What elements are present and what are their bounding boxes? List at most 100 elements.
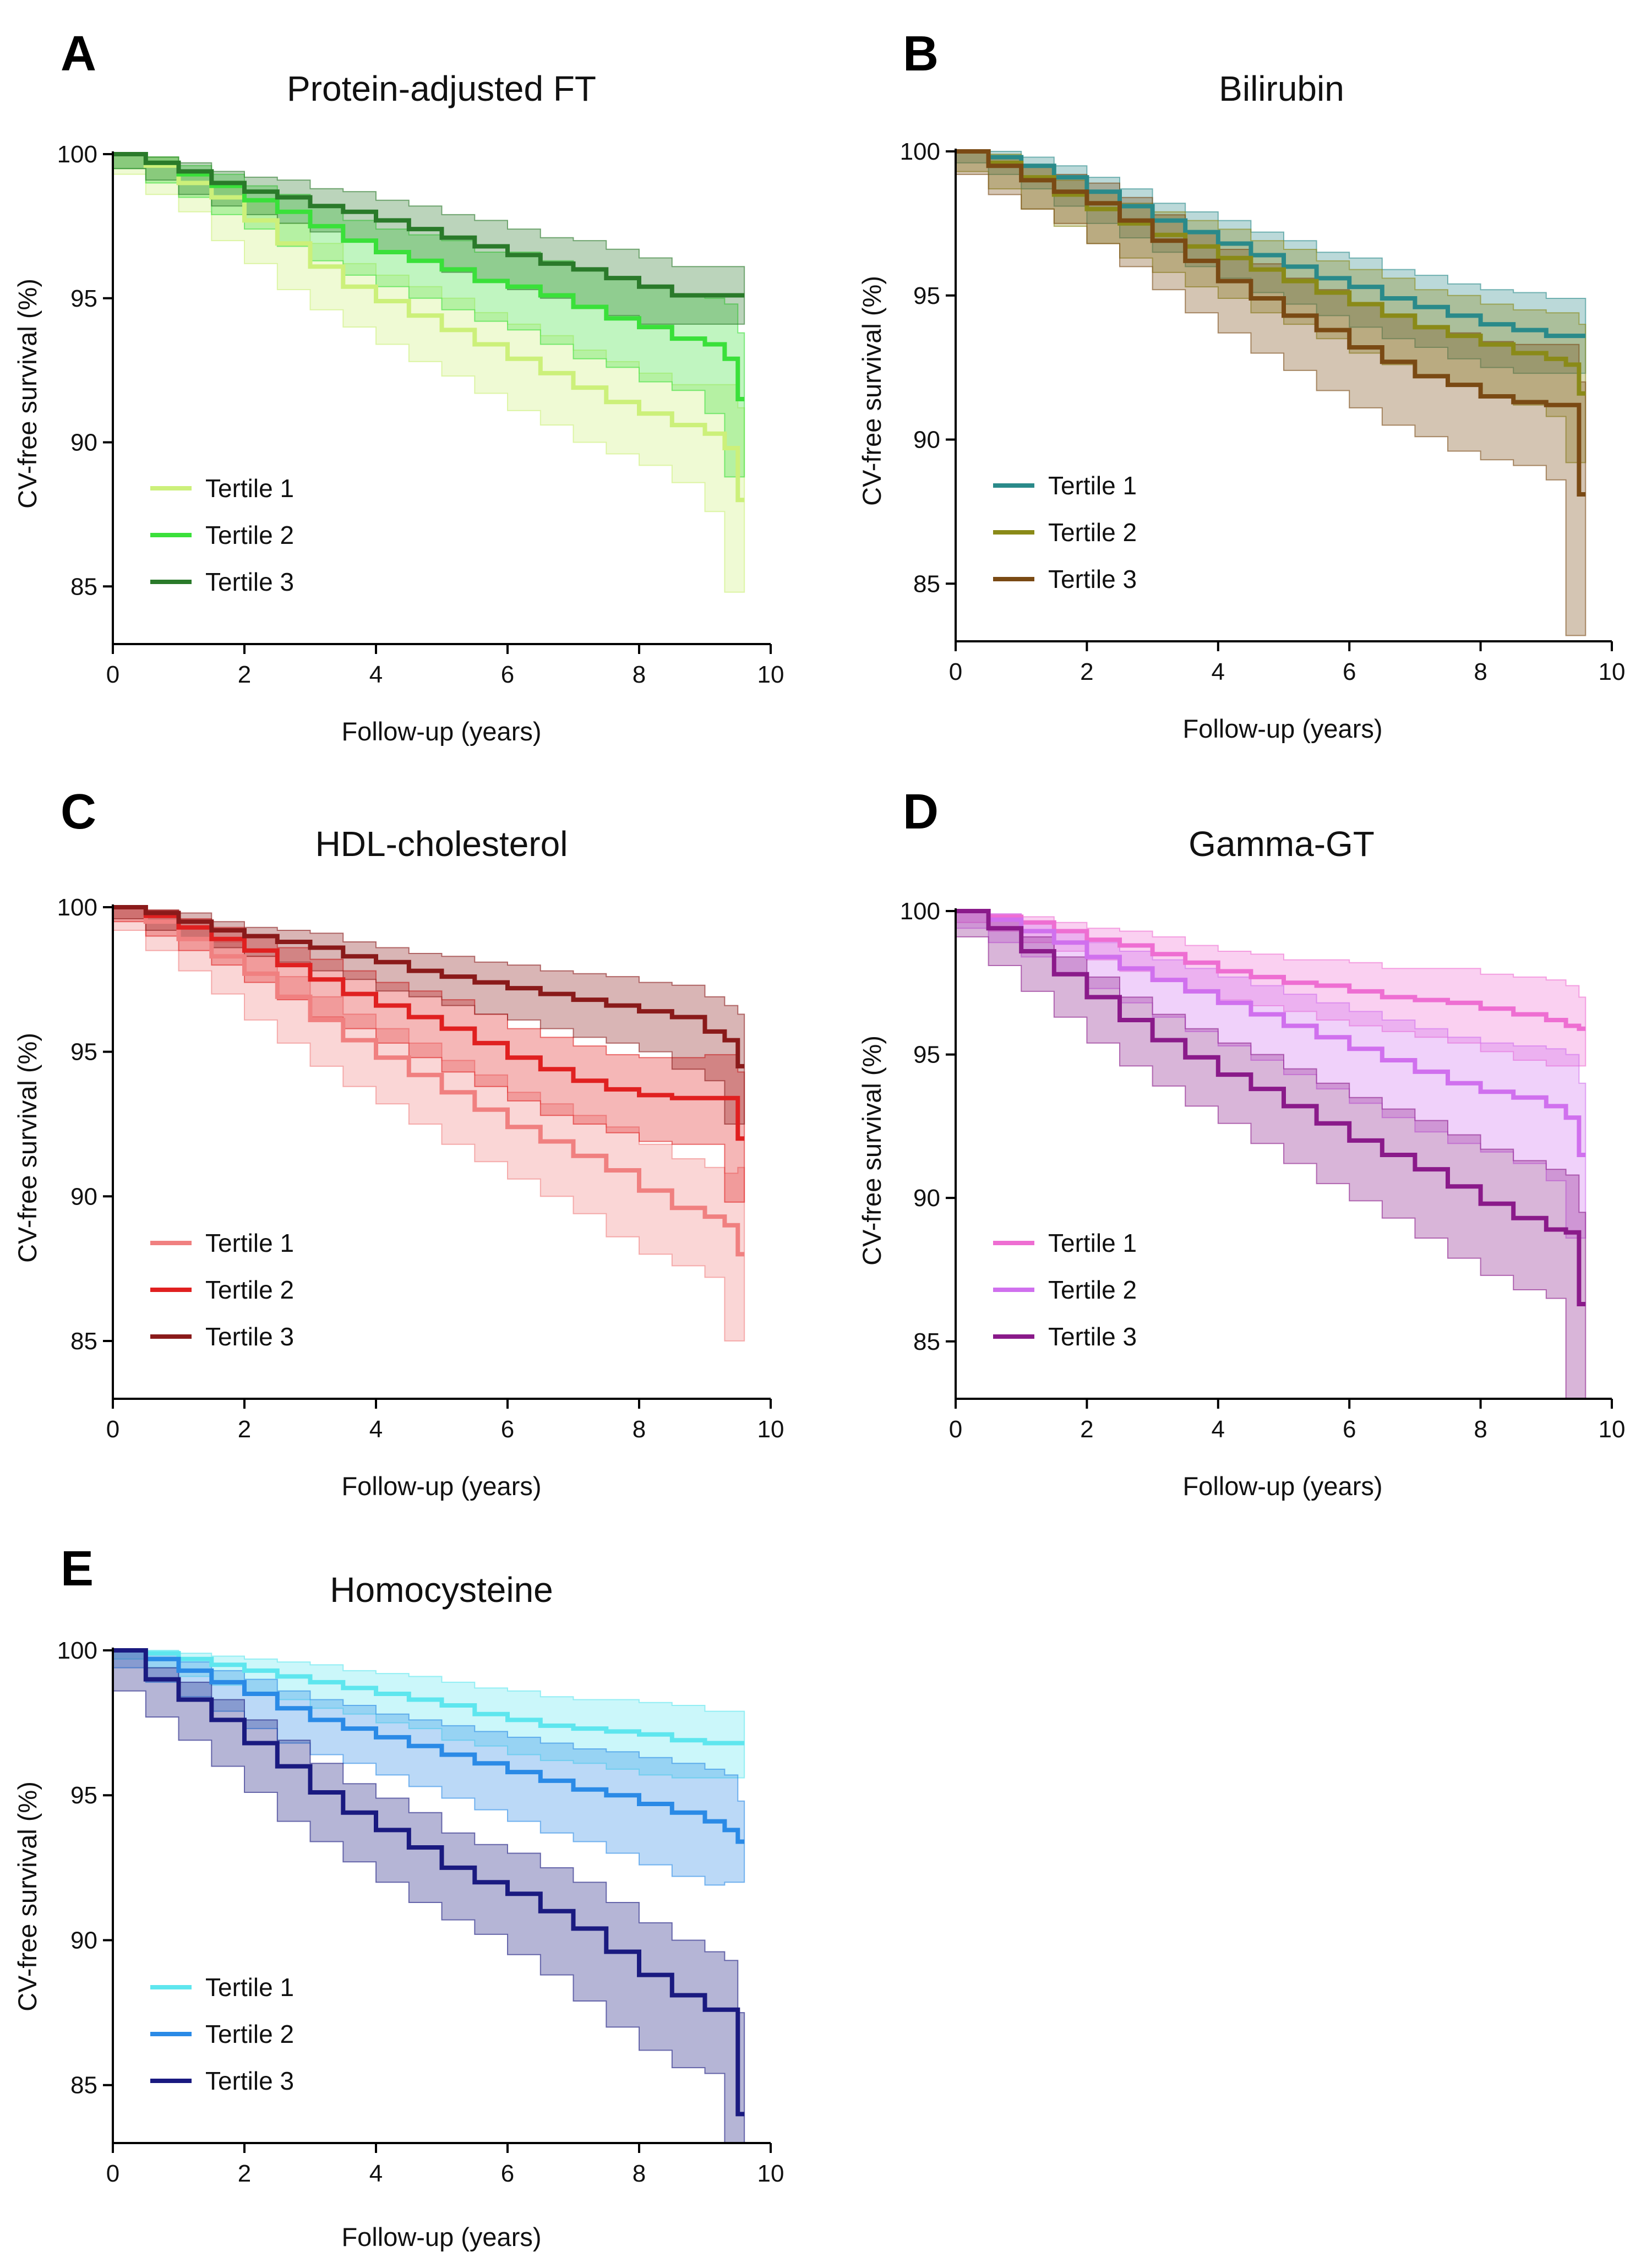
- x-tick-label: 8: [633, 2160, 646, 2187]
- y-tick-label: 85: [913, 570, 940, 597]
- legend-label: Tertile 3: [205, 1322, 294, 1351]
- x-axis-label: Follow-up (years): [341, 717, 541, 746]
- ci-band: [955, 911, 1587, 1239]
- series-line: [113, 152, 745, 503]
- legend-label: Tertile 2: [205, 1275, 294, 1304]
- plot-area: 0 2 4 6 8 10 85 90 95 100 Tertile 1 Tertile 2 Tertil…: [900, 898, 1626, 1443]
- x-tick-label: 4: [369, 2160, 383, 2187]
- x-tick-label: 6: [501, 2160, 514, 2187]
- y-tick-label: 95: [913, 282, 940, 309]
- y-axis-label: CV-free survival (%): [13, 1033, 42, 1263]
- y-tick-label: 85: [70, 2072, 97, 2099]
- legend-label: Tertile 2: [1048, 518, 1137, 547]
- series-line: [956, 149, 1586, 396]
- x-tick-label: 2: [1080, 658, 1093, 685]
- x-tick-label: 8: [633, 1416, 646, 1443]
- x-tick-label: 4: [1212, 658, 1225, 685]
- panel-c: C HDL-cholesterol Follow-up (years) CV-f…: [13, 784, 784, 1501]
- ci-band: [112, 907, 745, 1203]
- x-tick-label: 2: [238, 1416, 251, 1443]
- x-tick-label: 2: [238, 2160, 251, 2187]
- series-line: [113, 152, 745, 401]
- series-line: [113, 1648, 745, 1844]
- x-tick-label: 6: [501, 661, 514, 688]
- x-tick-label: 10: [757, 661, 784, 688]
- x-tick-label: 8: [1474, 658, 1487, 685]
- y-tick-label: 95: [70, 285, 97, 312]
- x-tick-label: 8: [1474, 1416, 1487, 1443]
- panel-title: HDL-cholesterol: [315, 824, 568, 864]
- y-tick-label: 85: [70, 573, 97, 600]
- x-axis-label: Follow-up (years): [341, 1471, 541, 1501]
- panel-letter: A: [61, 26, 96, 81]
- panel-title: Bilirubin: [1219, 69, 1344, 108]
- x-tick-label: 4: [369, 1416, 383, 1443]
- plot-area: 0 2 4 6 8 10 85 90 95 100 Tertile 1 Tertile 2 Tertil…: [900, 138, 1626, 685]
- x-tick-label: 4: [1212, 1416, 1225, 1443]
- legend-label: Tertile 2: [1048, 1275, 1137, 1304]
- series-line: [113, 905, 745, 1257]
- panel-letter: E: [61, 1541, 94, 1596]
- series-line: [956, 909, 1586, 1306]
- y-tick-label: 90: [913, 427, 940, 454]
- x-tick-label: 6: [1343, 658, 1356, 685]
- series-line: [956, 909, 1586, 1031]
- x-tick-label: 0: [106, 1416, 119, 1443]
- panel-title: Gamma-GT: [1189, 824, 1375, 864]
- panel-e: E Homocysteine Follow-up (years) CV-free…: [13, 1541, 784, 2251]
- series-line: [956, 149, 1586, 339]
- x-tick-label: 0: [106, 661, 119, 688]
- series-line: [113, 1648, 745, 2117]
- x-tick-label: 0: [949, 1416, 962, 1443]
- series-line: [113, 905, 745, 1068]
- legend-label: Tertile 2: [205, 521, 294, 549]
- x-axis-label: Follow-up (years): [1182, 1471, 1382, 1501]
- x-tick-label: 10: [1599, 658, 1626, 685]
- ci-band: [112, 1650, 745, 2144]
- y-tick-label: 90: [913, 1185, 940, 1212]
- panel-letter: B: [903, 26, 939, 81]
- legend-label: Tertile 1: [205, 1973, 294, 2002]
- series-line: [113, 1648, 745, 1746]
- x-tick-label: 4: [369, 661, 383, 688]
- series-line: [113, 905, 745, 1141]
- x-tick-label: 10: [757, 2160, 784, 2187]
- y-tick-label: 95: [70, 1782, 97, 1809]
- x-axis-label: Follow-up (years): [341, 2222, 541, 2251]
- x-axis-label: Follow-up (years): [1182, 714, 1382, 743]
- y-tick-label: 100: [57, 894, 97, 921]
- series-line: [113, 152, 745, 298]
- legend-label: Tertile 3: [205, 568, 294, 596]
- y-tick-label: 85: [913, 1328, 940, 1355]
- x-tick-label: 8: [633, 661, 646, 688]
- y-axis-label: CV-free survival (%): [857, 1035, 886, 1266]
- panel-b: B Bilirubin Follow-up (years) CV-free su…: [857, 26, 1625, 743]
- y-tick-label: 90: [70, 1183, 97, 1210]
- legend-label: Tertile 1: [1048, 1229, 1137, 1257]
- x-tick-label: 6: [1343, 1416, 1356, 1443]
- panel-d: D Gamma-GT Follow-up (years) CV-free sur…: [857, 784, 1625, 1501]
- y-tick-label: 100: [900, 138, 940, 165]
- y-tick-label: 95: [70, 1039, 97, 1066]
- panel-letter: C: [61, 784, 96, 839]
- x-tick-label: 2: [1080, 1416, 1093, 1443]
- y-axis-label: CV-free survival (%): [857, 276, 886, 506]
- x-tick-label: 0: [106, 2160, 119, 2187]
- y-tick-label: 90: [70, 1927, 97, 1954]
- ci-band: [112, 907, 745, 1125]
- plot-area: 0 2 4 6 8 10 85 90 95 100 Tertile 1 Tertile 2 Tertil…: [57, 141, 784, 688]
- y-axis-label: CV-free survival (%): [13, 1781, 42, 2011]
- legend-label: Tertile 1: [1048, 471, 1137, 500]
- panel-a: A Protein-adjusted FT Follow-up (years) …: [13, 26, 784, 746]
- y-tick-label: 95: [913, 1042, 940, 1068]
- x-tick-label: 6: [501, 1416, 514, 1443]
- y-tick-label: 100: [57, 141, 97, 168]
- legend-label: Tertile 1: [205, 1229, 294, 1257]
- panel-title: Protein-adjusted FT: [287, 69, 596, 108]
- legend-label: Tertile 3: [1048, 1322, 1137, 1351]
- plot-area: 0 2 4 6 8 10 85 90 95 100 Tertile 1 Tertile 2 Tertil…: [57, 894, 784, 1443]
- legend-label: Tertile 3: [1048, 565, 1137, 593]
- y-tick-label: 100: [57, 1637, 97, 1664]
